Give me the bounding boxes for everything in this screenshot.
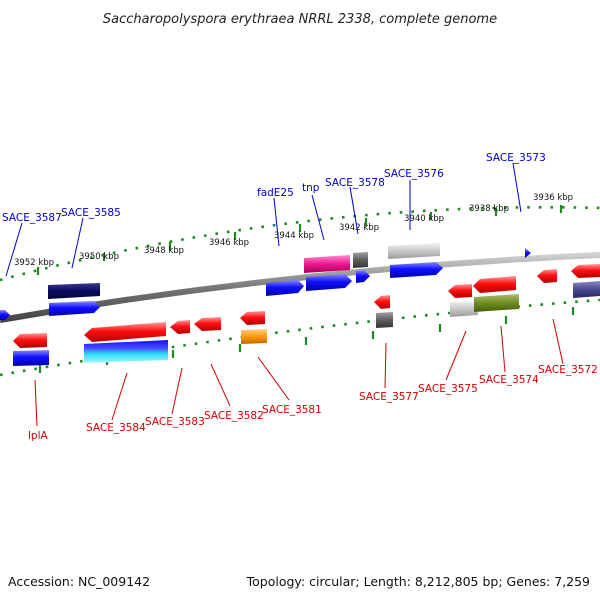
map-title: Saccharopolyspora erythraea NRRL 2338, c… xyxy=(103,12,497,27)
gene-sace-3583[interactable] xyxy=(170,320,190,334)
reverse-genes xyxy=(13,264,600,366)
gene-sace-3584-b[interactable] xyxy=(84,340,168,363)
topology-summary: Topology: circular; Length: 8,212,805 bp… xyxy=(246,574,590,589)
gene-label-sace-3577[interactable]: SACE_3577 xyxy=(359,391,419,403)
gene-label-sace-3574[interactable]: SACE_3574 xyxy=(479,374,539,386)
gene-label-sace-3583[interactable]: SACE_3583 xyxy=(145,416,205,428)
gene-sace-3584[interactable] xyxy=(84,322,166,342)
gene-label-sace-3585[interactable]: SACE_3585 xyxy=(61,207,121,219)
gene-tnp[interactable] xyxy=(304,255,350,273)
lower-ruler xyxy=(0,298,600,377)
gene-sace-3585-b[interactable] xyxy=(49,301,100,316)
gene-sace-3576-b[interactable] xyxy=(390,262,443,278)
gene-sace-3578-b[interactable] xyxy=(356,270,370,283)
kbp-label: 3938 kbp xyxy=(469,204,509,214)
kbp-label: 3944 kbp xyxy=(274,231,314,241)
kbp-label: 3948 kbp xyxy=(144,246,184,256)
gene-tnp-b[interactable] xyxy=(306,274,352,291)
top-leader-lines xyxy=(5,162,522,277)
upper-ruler xyxy=(0,205,600,282)
gene-label-sace-3581[interactable]: SACE_3581 xyxy=(262,404,322,416)
gene-sace-3581-b[interactable] xyxy=(241,329,267,344)
gene-label-fade25[interactable]: fadE25 xyxy=(257,187,294,199)
gene-sace-3577[interactable] xyxy=(374,295,390,309)
upper-ruler-ticks xyxy=(36,205,563,275)
gene-sace-3572[interactable] xyxy=(537,269,557,283)
gene-sace-3582[interactable] xyxy=(194,317,221,331)
kbp-label: 3952 kbp xyxy=(14,258,54,268)
kbp-label: 3946 kbp xyxy=(209,238,249,248)
kbp-label: 3950 kbp xyxy=(79,252,119,262)
gene-fade25[interactable] xyxy=(266,280,304,296)
gene-sace-3575[interactable] xyxy=(448,284,472,298)
gene-label-tnp[interactable]: tnp xyxy=(302,182,320,194)
gene-sace-3574[interactable] xyxy=(473,276,516,293)
gene-lpla[interactable] xyxy=(13,333,47,348)
gene-label-sace-3587[interactable]: SACE_3587 xyxy=(2,212,62,224)
gene-lpla-b[interactable] xyxy=(13,350,49,366)
gene-label-sace-3576[interactable]: SACE_3576 xyxy=(384,168,444,180)
bottom-leader-lines xyxy=(34,318,564,427)
gene-label-sace-3582[interactable]: SACE_3582 xyxy=(204,410,264,422)
gene-label-sace-3573[interactable]: SACE_3573 xyxy=(486,152,546,164)
gene-label-sace-3578[interactable]: SACE_3578 xyxy=(325,177,385,189)
gene-label-sace-3584[interactable]: SACE_3584 xyxy=(86,422,146,434)
gene-sace-3575-b[interactable] xyxy=(450,301,478,317)
gene-sace-3574-b[interactable] xyxy=(474,294,519,312)
gene-sace-3577-b[interactable] xyxy=(376,312,393,328)
kbp-label: 3936 kbp xyxy=(533,193,573,203)
gene-sace-3576[interactable] xyxy=(388,243,440,259)
accession-text: Accession: NC_009142 xyxy=(8,574,150,589)
gene-sace-3581[interactable] xyxy=(240,311,265,325)
kbp-label: 3942 kbp xyxy=(339,223,379,233)
gene-label-sace-3572[interactable]: SACE_3572 xyxy=(538,364,598,376)
forward-genes xyxy=(0,243,531,320)
gene-sace-3571-b[interactable] xyxy=(573,281,600,298)
gene-forward-arrow[interactable] xyxy=(0,310,10,320)
gene-label-sace-3575[interactable]: SACE_3575 xyxy=(418,383,478,395)
lower-ruler-ticks xyxy=(38,307,575,373)
gene-label-lpla[interactable]: lplA xyxy=(28,430,48,442)
gene-sace-3573[interactable] xyxy=(525,248,531,258)
gene-sace-3571[interactable] xyxy=(571,264,600,278)
gene-sace-3585[interactable] xyxy=(48,283,100,299)
gene-sace-3578[interactable] xyxy=(353,252,368,268)
kbp-label: 3940 kbp xyxy=(404,214,444,224)
